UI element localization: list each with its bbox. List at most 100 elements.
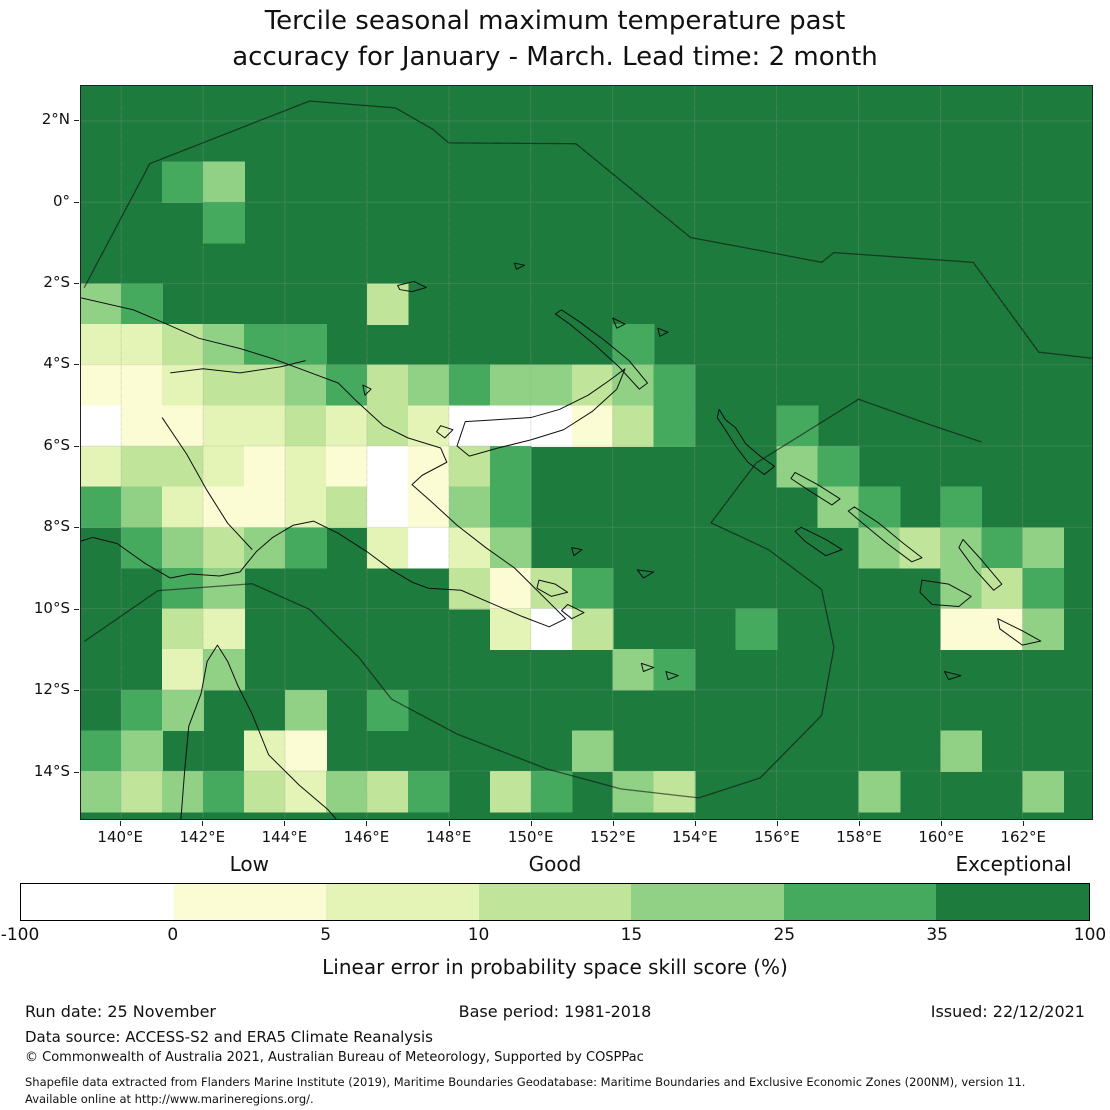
- lon-tick-label: 146°E: [343, 828, 390, 846]
- lat-tick-mark: [74, 364, 79, 366]
- run-date-text: Run date: 25 November: [25, 1002, 216, 1021]
- lon-tick-mark: [202, 821, 204, 826]
- colorbar-segment: [783, 884, 937, 920]
- coastlines: [81, 263, 1041, 819]
- lon-tick-label: 156°E: [754, 828, 800, 846]
- lon-tick-label: 144°E: [261, 828, 308, 846]
- lon-tick-label: 158°E: [836, 828, 882, 846]
- lon-tick-label: 142°E: [179, 828, 226, 846]
- colorbar-segment: [326, 884, 479, 920]
- colorbar-tick-label: -100: [0, 925, 40, 945]
- coastline-mussau: [514, 263, 524, 269]
- colorbar-axis-label: Linear error in probability space skill …: [322, 955, 788, 979]
- coastline-trobriand: [572, 548, 582, 556]
- coastline-tabar-lihir: [613, 318, 625, 328]
- issued-date-text: Issued: 22/12/2021: [930, 1002, 1085, 1021]
- lat-tick-mark: [74, 120, 79, 122]
- footer: Run date: 25 November Base period: 1981-…: [25, 1002, 1085, 1109]
- coastline-louisiade-2: [666, 672, 678, 680]
- coastline-new-georgia: [795, 527, 842, 555]
- coastline-normanby: [562, 604, 585, 618]
- lat-tick-label: 0°: [52, 191, 70, 210]
- lat-tick-label: 12°S: [33, 680, 70, 699]
- colorbar-tick-label: 100: [1073, 925, 1107, 945]
- lon-tick-mark: [530, 821, 532, 826]
- colorbar-bar: [20, 883, 1090, 921]
- lat-tick-mark: [74, 283, 79, 284]
- lon-tick-label: 148°E: [425, 828, 472, 846]
- coastline-louisiade-1: [641, 663, 653, 671]
- coastline-guadalcanal: [920, 580, 971, 606]
- colorbar-tick-label: 25: [773, 925, 796, 945]
- lon-tick-label: 160°E: [918, 828, 964, 846]
- lat-tick-mark: [74, 608, 79, 610]
- chart-title: Tercile seasonal maximum temperature pas…: [0, 4, 1110, 76]
- lon-tick-mark: [1023, 821, 1025, 826]
- coastline-new-britain: [457, 369, 625, 456]
- coastline-karkar: [363, 385, 371, 395]
- colorbar-tick-label: 5: [320, 925, 332, 945]
- eez-png-eez-north: [84, 101, 1092, 358]
- colorbar-segment: [631, 884, 784, 920]
- coastline-new-guinea: [81, 298, 566, 627]
- graticule: [81, 86, 1092, 819]
- colorbar-quality-labels: Low Good Exceptional: [20, 852, 1090, 883]
- colorbar-segment: [936, 884, 1090, 920]
- colorbar-tick-labels: -100 0 5 10 15 25 35 100: [1, 925, 1107, 950]
- lon-tick-label: 152°E: [589, 828, 636, 846]
- colorbar-tick-label: 10: [467, 925, 490, 945]
- lat-tick-label: 2°N: [41, 110, 70, 129]
- shapefile-attribution: Shapefile data extracted from Flanders M…: [25, 1074, 1085, 1109]
- coastline-new-ireland: [555, 310, 647, 389]
- lon-tick-mark: [612, 821, 614, 826]
- coastline-tanga-feni: [658, 328, 668, 336]
- coastline-makira: [998, 619, 1041, 645]
- coastline-umboi: [437, 426, 453, 438]
- eez-png-eez-south: [84, 523, 834, 798]
- shapefile-attribution-line1: Shapefile data extracted from Flanders M…: [25, 1075, 1026, 1089]
- colorbar-tick-label: 35: [926, 925, 948, 945]
- lat-tick-label: 10°S: [33, 598, 70, 617]
- lat-tick-mark: [74, 771, 79, 773]
- lon-tick-mark: [859, 821, 861, 826]
- lon-tick-mark: [448, 821, 450, 826]
- coastline-bougainville: [717, 409, 774, 474]
- lat-tick-mark: [74, 527, 79, 529]
- lat-tick-label: 6°S: [43, 435, 70, 454]
- colorbar-segment: [478, 884, 632, 920]
- eez-boundaries: [84, 101, 1092, 798]
- lat-tick-mark: [74, 690, 79, 692]
- chart-title-line2: accuracy for January - March. Lead time:…: [232, 41, 878, 72]
- map-canvas: [81, 86, 1092, 819]
- coastline-fly-river: [162, 418, 252, 550]
- colorbar-segment: [173, 884, 327, 920]
- lon-tick-mark: [366, 821, 368, 826]
- lon-tick-mark: [694, 821, 696, 826]
- coastline-santa-isabel: [848, 507, 922, 562]
- coastline-choiseul: [791, 472, 840, 505]
- coastline-manus: [398, 281, 427, 291]
- lon-tick-mark: [776, 821, 778, 826]
- coastline-sepik-river: [170, 361, 305, 373]
- lat-tick-mark: [74, 445, 79, 447]
- heatmap-cells: [81, 161, 1065, 813]
- coastline-malaita: [959, 539, 1002, 590]
- base-period-text: Base period: 1981-2018: [458, 1002, 652, 1021]
- coastline-cape-york-australia: [181, 645, 341, 819]
- shapefile-attribution-line2: Available online at http://www.marinereg…: [25, 1092, 314, 1107]
- coastline-dentrecasteaux: [537, 580, 568, 596]
- coastline-rennell: [945, 672, 961, 680]
- coastline-woodlark: [637, 570, 653, 578]
- colorbar: Low Good Exceptional -100 0 5 10 15 25 35 100 Lin…: [1, 852, 1107, 979]
- lon-tick-label: 140°E: [97, 828, 144, 846]
- colorbar-segment: [21, 884, 174, 920]
- lat-tick-mark: [74, 201, 79, 203]
- lon-tick-mark: [284, 821, 286, 826]
- data-source-text: Data source: ACCESS-S2 and ERA5 Climate …: [25, 1028, 433, 1046]
- lat-tick-label: 8°S: [43, 517, 70, 536]
- colorbar-tick-label: 0: [167, 925, 179, 945]
- lat-tick-label: 14°S: [33, 761, 70, 780]
- chart-title-line1: Tercile seasonal maximum temperature pas…: [264, 6, 846, 36]
- colorbar-quality-label: Exceptional: [955, 852, 1072, 876]
